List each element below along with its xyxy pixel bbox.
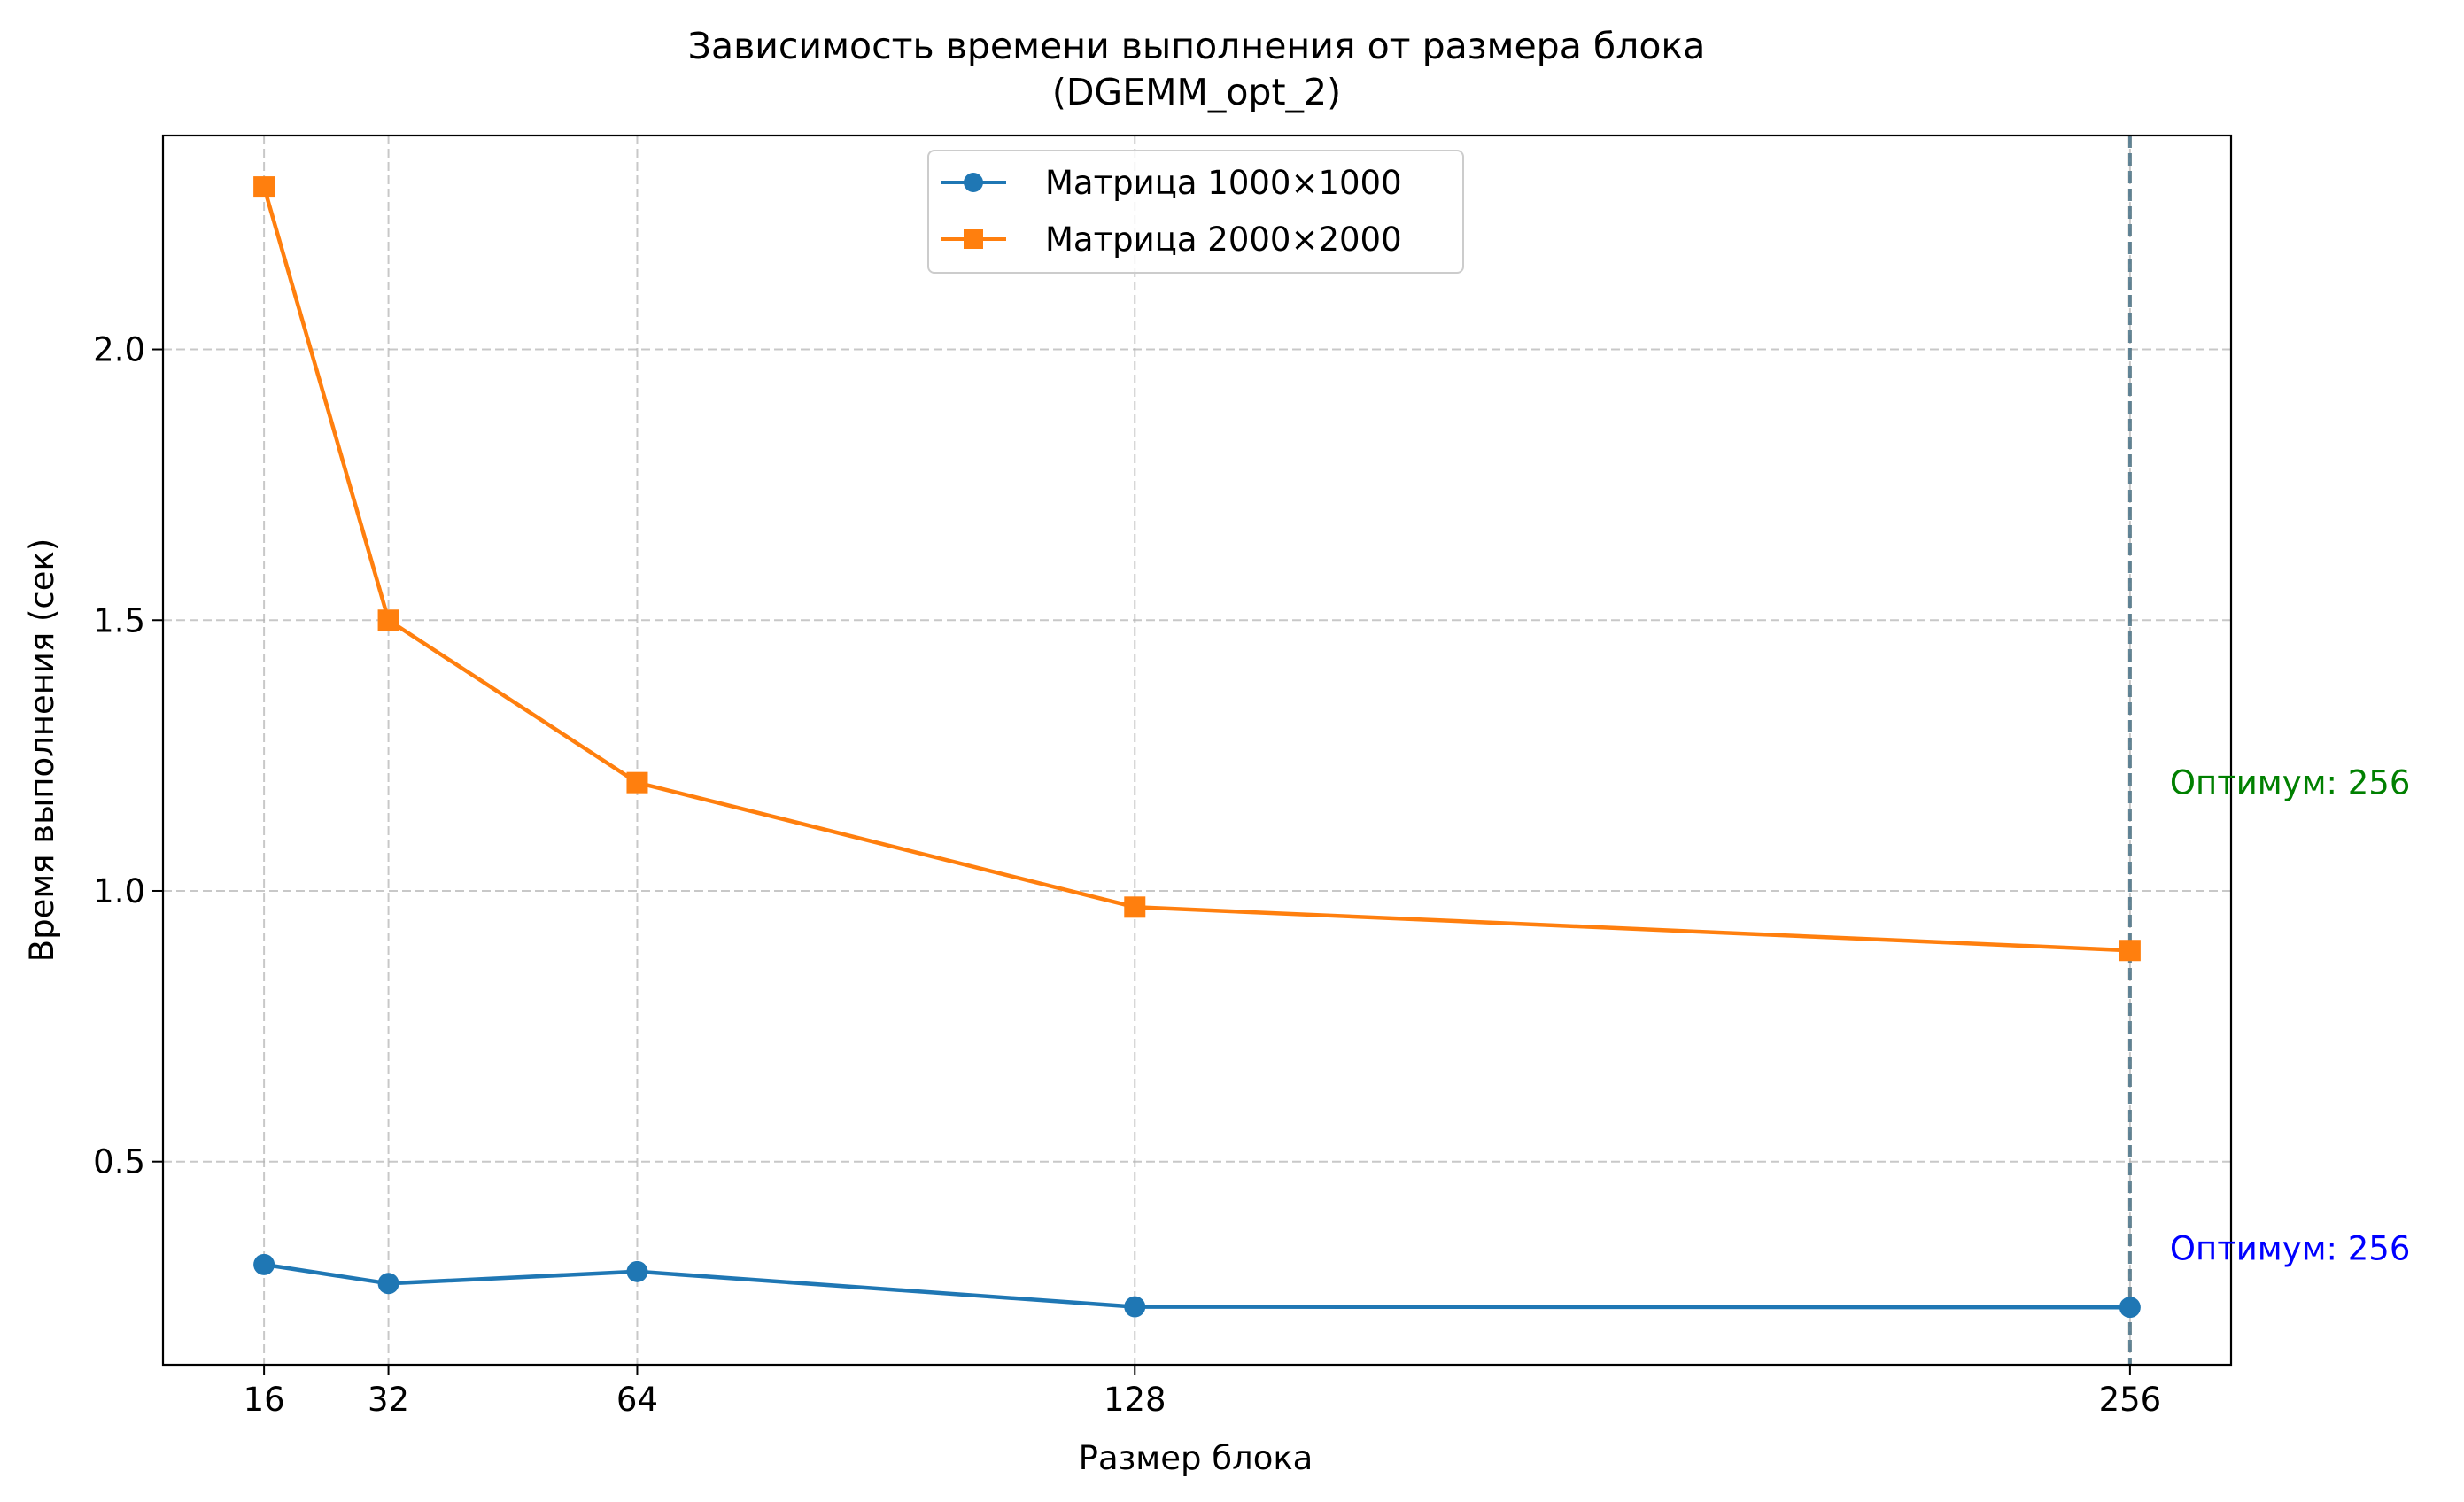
- chart-title: Зависимость времени выполнения от размер…: [688, 25, 1706, 67]
- series-2-point-256: [2119, 940, 2141, 962]
- legend-box: [927, 150, 1464, 274]
- series-1-point-16: [253, 1253, 275, 1275]
- x-tick-label-16: 16: [244, 1381, 285, 1419]
- optimum-annotation-1: Оптимум: 256: [2170, 764, 2410, 802]
- series-layer: [253, 176, 2141, 1319]
- x-axis-ticks: 16 32 64 128 256: [244, 1365, 2162, 1419]
- series-1-point-256: [2119, 1297, 2141, 1319]
- y-tick-label-1.0: 1.0: [93, 872, 145, 910]
- legend: Матрица 1000×1000 Матрица 2000×2000: [927, 150, 1464, 274]
- series-1-point-32: [377, 1273, 399, 1295]
- grid: [163, 135, 2231, 1365]
- y-tick-label-2.0: 2.0: [93, 331, 145, 369]
- y-tick-label-0.5: 0.5: [93, 1143, 145, 1181]
- plot-frame: [161, 134, 2233, 1367]
- x-tick-label-128: 128: [1104, 1381, 1166, 1419]
- series-2-point-64: [626, 771, 648, 794]
- optimum-annotation-2: Оптимум: 256: [2170, 1230, 2410, 1268]
- chart-subtitle: (DGEMM_opt_2): [1052, 71, 1341, 113]
- annotations: Оптимум: 256 Оптимум: 256: [2170, 764, 2410, 1268]
- y-axis-label: Время выполнения (сек): [23, 538, 61, 963]
- series-2-point-32: [377, 609, 399, 631]
- legend-label-series-1: Матрица 1000×1000: [1045, 164, 1402, 202]
- legend-marker-series-1: [964, 173, 983, 192]
- y-axis-ticks: 0.5 1.0 1.5 2.0: [93, 331, 163, 1181]
- x-tick-label-256: 256: [2099, 1381, 2162, 1419]
- legend-marker-series-2: [964, 229, 983, 249]
- series-2-point-128: [1124, 896, 1146, 918]
- series-2-point-16: [253, 176, 275, 198]
- x-axis-label: Размер блока: [1079, 1439, 1313, 1477]
- series-1-point-128: [1124, 1296, 1146, 1318]
- legend-label-series-2: Матрица 2000×2000: [1045, 221, 1402, 259]
- x-tick-label-32: 32: [368, 1381, 409, 1419]
- x-tick-label-64: 64: [616, 1381, 658, 1419]
- y-tick-label-1.5: 1.5: [93, 601, 145, 639]
- series-1-point-64: [626, 1260, 648, 1282]
